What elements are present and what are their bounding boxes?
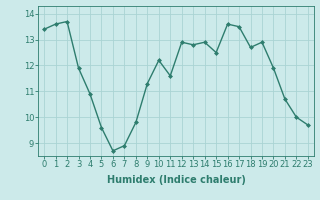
X-axis label: Humidex (Indice chaleur): Humidex (Indice chaleur)	[107, 175, 245, 185]
